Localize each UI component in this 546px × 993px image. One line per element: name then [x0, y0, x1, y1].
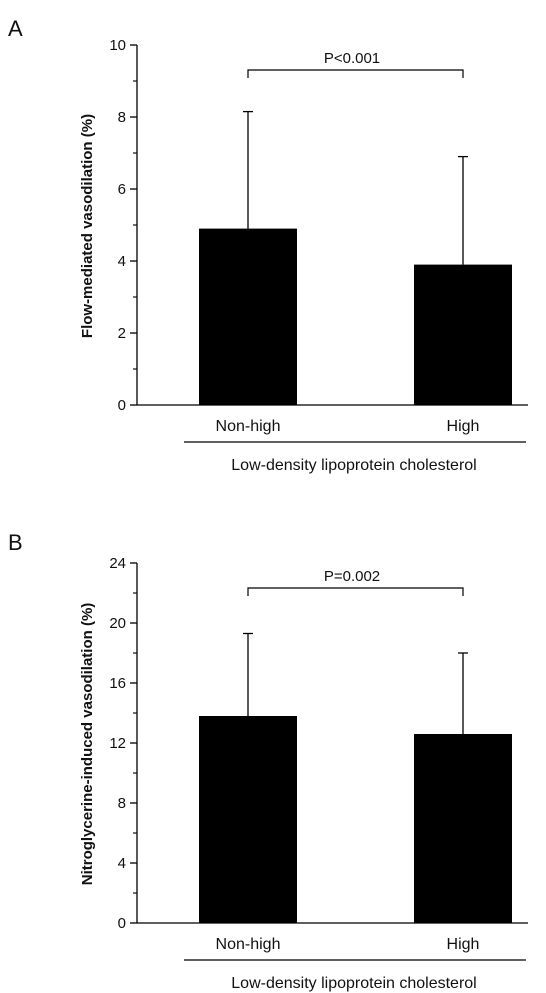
- panel-b-y-tick-label: 8: [118, 795, 126, 812]
- panel-b-category-label: Non-high: [216, 936, 281, 953]
- panel-b-x-axis-label: Low-density lipoprotein cholesterol: [231, 975, 476, 992]
- panel-a-y-tick-label: 10: [109, 37, 126, 54]
- panel-b-y-axis-label: Nitroglycerine-induced vasodilation (%): [79, 603, 96, 886]
- panel-b-bar: [414, 734, 512, 923]
- panel-a-y-tick-label: 2: [118, 325, 126, 342]
- panel-b-category-label: High: [447, 936, 480, 953]
- panel-b-p-bracket: [247, 587, 464, 596]
- panel-b-y-tick-label: 0: [118, 915, 126, 932]
- panel-b-y-tick-label: 20: [109, 615, 126, 632]
- panel-b-p-value: P=0.002: [324, 568, 380, 585]
- panel-a-letter: A: [8, 16, 23, 41]
- panel-b-chart: B Nitroglycerine-induced vasodilation (%…: [8, 530, 528, 992]
- panel-a-y-tick-label: 0: [118, 397, 126, 414]
- panel-b-y-tick-label: 12: [109, 735, 126, 752]
- panel-b-letter: B: [8, 530, 23, 555]
- panel-a-bar: [414, 264, 512, 405]
- panel-a-y-axis-label: Flow-mediated vasodilation (%): [79, 114, 96, 338]
- panel-a-y-tick-label: 4: [118, 253, 126, 270]
- panel-b-y-tick-label: 4: [118, 855, 126, 872]
- panel-a-chart: A Flow-mediated vasodilation (%) P<0.001…: [8, 16, 528, 474]
- panel-a-y-tick-label: 6: [118, 181, 126, 198]
- panel-a-category-label: High: [447, 418, 480, 435]
- panel-a-p-bracket: [247, 69, 464, 78]
- panel-a-y-tick-label: 8: [118, 109, 126, 126]
- panel-a-x-axis-label: Low-density lipoprotein cholesterol: [231, 457, 476, 474]
- panel-b-y-tick-label: 16: [109, 675, 126, 692]
- panel-a-p-value: P<0.001: [324, 50, 380, 67]
- panel-b-y-tick-label: 24: [109, 555, 126, 572]
- panel-b-bar: [199, 716, 297, 923]
- panel-a-bar: [199, 228, 297, 405]
- panel-a-category-label: Non-high: [216, 418, 281, 435]
